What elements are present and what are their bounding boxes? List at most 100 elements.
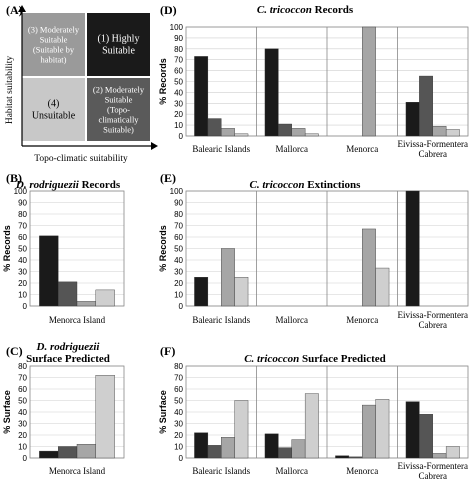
bar [76,301,96,307]
chart-title: C. tricoccon Surface Predicted [244,353,386,365]
bar [375,399,390,459]
y-tick-label: 30 [174,268,183,277]
bar [76,444,96,459]
bar [432,453,447,459]
quadrant-q2-text: Suitable) [103,125,134,135]
y-tick-label: 50 [174,397,183,406]
bar [304,133,319,137]
x-arrow-icon [151,142,158,150]
y-tick-label: 30 [174,420,183,429]
bar [39,235,59,307]
y-axis-label: % Surface [158,390,168,434]
category-label: Menorca Island [49,315,106,325]
y-tick-label: 10 [18,291,27,300]
bar [221,248,235,307]
y-tick-label: 0 [179,132,184,141]
quadrant-q3 [22,13,85,76]
y-tick-label: 50 [174,78,183,87]
category-label: Mallorca [276,144,308,154]
y-tick-label: 30 [18,420,27,429]
y-tick-label: 0 [23,454,28,463]
y-tick-label: 20 [174,110,183,119]
y-tick-label: 70 [174,56,183,65]
quadrant-q2-text: (2) Moderately [93,85,145,95]
bar [362,26,376,137]
panel-label: (E) [160,171,176,185]
y-tick-label: 0 [23,302,28,311]
bar [221,437,235,459]
bar [304,393,319,459]
y-tick-label: 30 [18,268,27,277]
panel-label: (C) [6,344,23,358]
quadrant-q1-text: (1) Highly [98,34,140,45]
y-axis-label: % Records [158,225,168,272]
quadrant-q3-text: Suitable [40,35,68,45]
y-axis-label: % Surface [2,390,12,434]
bar [278,123,292,137]
y-tick-label: 70 [18,374,27,383]
y-tick-label: 10 [18,443,27,452]
y-tick-label: 100 [14,187,28,196]
y-tick-label: 90 [174,34,183,43]
quadrant-q4-text: Unsuitable [32,111,76,122]
chart-title-species: D. rodriguezii [36,341,101,353]
bar [405,102,420,137]
bar [207,118,222,137]
quadrant-q2-text: (Topo- [107,105,130,115]
x-axis-label: Topo-climatic suitability [34,154,128,164]
quadrant-q3-text: (3) Moderately [28,25,80,35]
bar [291,439,306,459]
category-label: Eivissa-Formentera [398,139,468,149]
y-tick-label: 40 [18,408,27,417]
matrix-axes [18,5,158,150]
y-arrow-icon [18,5,26,12]
bar [445,129,460,137]
y-tick-label: 60 [174,385,183,394]
bar [348,456,363,459]
y-tick-label: 20 [174,279,183,288]
y-axis-label: % Records [2,225,12,272]
y-tick-label: 10 [174,443,183,452]
bar [58,281,78,307]
quadrant-q3-text: (Suitable by [33,45,75,55]
y-tick-label: 10 [174,121,183,130]
bar [335,455,350,459]
panel-label: (D) [160,3,177,17]
bar [234,133,249,137]
bar [194,432,209,459]
chart-title-species: C. tricoccon [257,4,312,16]
quadrant-q3-text: habitat) [41,55,67,65]
y-tick-label: 10 [174,291,183,300]
y-tick-label: 0 [179,302,184,311]
y-axis-label: Habitat suitability [5,56,15,125]
y-tick-label: 70 [174,374,183,383]
quadrant-q4-text: (4) [48,99,60,110]
y-tick-label: 90 [18,199,27,208]
bar [291,128,306,137]
bar [58,446,78,459]
category-label: Balearic Islands [192,466,250,476]
quadrant-q2-text: climatically [98,115,139,125]
y-tick-label: 50 [174,245,183,254]
bar [264,48,279,137]
bar [39,450,59,459]
quadrant-q4 [22,78,85,141]
bar [221,128,235,137]
chart-title-species: C. tricoccon [244,353,299,365]
bar-charts: (D) C. tricoccon Records01020304050607080… [2,3,469,481]
category-label: Menorca Island [49,466,106,476]
y-tick-label: 60 [174,67,183,76]
y-tick-label: 70 [18,222,27,231]
y-tick-label: 70 [174,222,183,231]
chart-title-rest: Extinctions [305,179,362,191]
y-tick-label: 80 [174,45,183,54]
y-tick-label: 60 [18,233,27,242]
panel-label: (F) [160,344,175,358]
y-tick-label: 40 [18,256,27,265]
y-tick-label: 0 [179,454,184,463]
category-label: Mallorca [276,466,308,476]
y-tick-label: 50 [18,245,27,254]
bar [95,289,115,307]
